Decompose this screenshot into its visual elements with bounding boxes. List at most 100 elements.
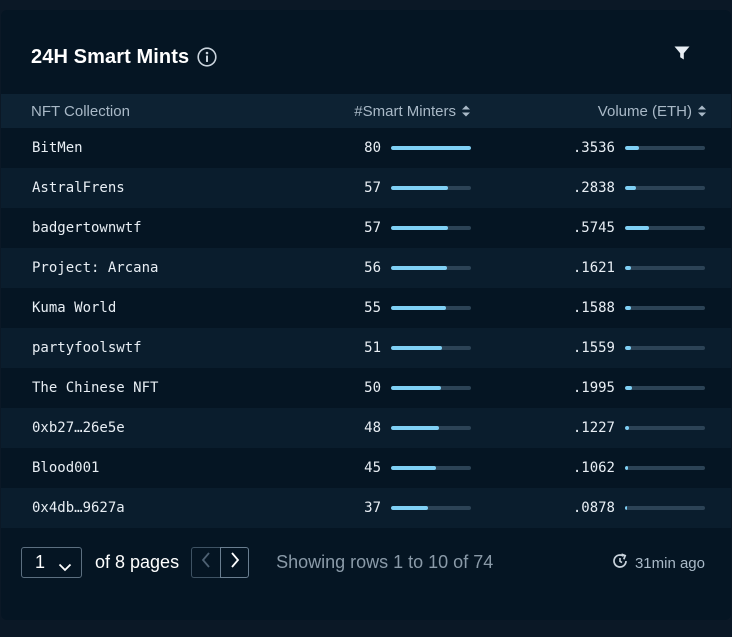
column-header-volume-label: Volume (ETH): [597, 102, 692, 120]
smart-minters-value: 48: [364, 420, 381, 436]
table-row[interactable]: Kuma World 55 .1588: [1, 288, 731, 328]
previous-page-button[interactable]: [191, 546, 221, 578]
volume-bar: [625, 506, 705, 510]
table-row[interactable]: partyfoolswtf 51 .1559: [1, 328, 731, 368]
volume-bar: [625, 346, 705, 350]
table-row[interactable]: 0x4db…9627a 37 .0878: [1, 488, 731, 528]
chevron-down-icon: [58, 557, 72, 571]
volume-cell: .1062: [471, 448, 731, 488]
smart-minters-bar-fill: [391, 226, 448, 230]
collection-name[interactable]: Kuma World: [32, 300, 117, 316]
volume-cell: .1995: [471, 368, 731, 408]
smart-minters-bar: [391, 226, 471, 230]
volume-bar: [625, 466, 705, 470]
collection-name[interactable]: 0xb27…26e5e: [32, 420, 125, 436]
widget-header: 24H Smart Mints: [31, 42, 217, 72]
volume-value: .0878: [572, 500, 615, 516]
collection-name[interactable]: BitMen: [32, 140, 83, 156]
collection-name[interactable]: AstralFrens: [32, 180, 125, 196]
table-footer: 1 of 8 pages Showing rows 1 to 10 of 74: [21, 546, 711, 578]
collection-name[interactable]: Blood001: [32, 460, 100, 476]
sort-icon[interactable]: [697, 104, 707, 118]
collection-name[interactable]: Project: Arcana: [32, 260, 159, 276]
column-header-collection: NFT Collection: [31, 102, 130, 120]
table-row[interactable]: AstralFrens 57 .2838: [1, 168, 731, 208]
volume-bar: [625, 146, 705, 150]
smart-minters-bar: [391, 266, 471, 270]
smart-minters-bar: [391, 146, 471, 150]
smart-minters-bar-fill: [391, 346, 443, 350]
table-row[interactable]: The Chinese NFT 50 .1995: [1, 368, 731, 408]
volume-cell: .1621: [471, 248, 731, 288]
info-circle-icon[interactable]: [197, 47, 217, 67]
sort-icon[interactable]: [461, 104, 471, 118]
table-row[interactable]: Project: Arcana 56 .1621: [1, 248, 731, 288]
smart-minters-cell: 51: [291, 328, 471, 368]
chevron-left-icon: [200, 551, 212, 574]
volume-value: .1621: [572, 260, 615, 276]
volume-bar-fill: [625, 506, 628, 510]
page-select[interactable]: 1: [21, 546, 82, 578]
smart-minters-cell: 50: [291, 368, 471, 408]
volume-cell: .0878: [471, 488, 731, 528]
smart-minters-bar-fill: [391, 306, 447, 310]
table-row[interactable]: badgertownwtf 57 .5745: [1, 208, 731, 248]
smart-minters-bar: [391, 306, 471, 310]
volume-value: .1559: [572, 340, 615, 356]
filter-funnel-icon[interactable]: [673, 44, 693, 64]
volume-bar: [625, 186, 705, 190]
smart-minters-bar-fill: [391, 426, 439, 430]
pager: [191, 546, 250, 578]
table-row[interactable]: Blood001 45 .1062: [1, 448, 731, 488]
smart-minters-bar: [391, 506, 471, 510]
smart-minters-value: 57: [364, 220, 381, 236]
smart-minters-value: 50: [364, 380, 381, 396]
smart-minters-bar: [391, 426, 471, 430]
volume-bar-fill: [625, 226, 649, 230]
smart-minters-value: 51: [364, 340, 381, 356]
volume-bar-fill: [625, 266, 631, 270]
smart-minters-bar-fill: [391, 386, 442, 390]
smart-mints-widget: 24H Smart Mints NFT Collection #Smart Mi…: [1, 10, 731, 620]
volume-bar-fill: [625, 426, 629, 430]
volume-value: .1588: [572, 300, 615, 316]
smart-minters-value: 80: [364, 140, 381, 156]
volume-value: .2838: [572, 180, 615, 196]
collection-name[interactable]: The Chinese NFT: [32, 380, 159, 396]
collection-name[interactable]: 0x4db…9627a: [32, 500, 125, 516]
last-updated-label: 31min ago: [634, 554, 705, 572]
column-header-smart-minters-label: #Smart Minters: [354, 102, 456, 120]
volume-bar: [625, 226, 705, 230]
last-updated: 31min ago: [611, 552, 705, 574]
volume-bar-fill: [625, 346, 631, 350]
volume-bar-fill: [625, 386, 633, 390]
table-header-row: NFT Collection #Smart Minters Volume (ET…: [1, 94, 731, 128]
table-row[interactable]: BitMen 80 .3536: [1, 128, 731, 168]
volume-value: .1062: [572, 460, 615, 476]
smart-minters-value: 57: [364, 180, 381, 196]
volume-bar: [625, 306, 705, 310]
smart-minters-value: 37: [364, 500, 381, 516]
page-count-label: of 8 pages: [95, 551, 180, 572]
table-row[interactable]: 0xb27…26e5e 48 .1227: [1, 408, 731, 448]
next-page-button[interactable]: [220, 546, 250, 578]
column-header-volume[interactable]: Volume (ETH): [471, 94, 731, 128]
smart-minters-cell: 57: [291, 208, 471, 248]
chevron-right-icon: [229, 551, 241, 574]
smart-minters-bar: [391, 346, 471, 350]
smart-minters-bar-fill: [391, 266, 447, 270]
column-header-smart-minters[interactable]: #Smart Minters: [291, 94, 471, 128]
smart-minters-cell: 57: [291, 168, 471, 208]
smart-minters-value: 45: [364, 460, 381, 476]
volume-cell: .5745: [471, 208, 731, 248]
volume-bar-fill: [625, 186, 637, 190]
volume-bar-fill: [625, 146, 639, 150]
smart-mints-table: NFT Collection #Smart Minters Volume (ET…: [1, 94, 731, 528]
volume-bar: [625, 386, 705, 390]
collection-name[interactable]: badgertownwtf: [32, 220, 142, 236]
smart-minters-cell: 80: [291, 128, 471, 168]
smart-minters-bar-fill: [391, 466, 436, 470]
smart-minters-cell: 55: [291, 288, 471, 328]
volume-bar: [625, 426, 705, 430]
collection-name[interactable]: partyfoolswtf: [32, 340, 142, 356]
